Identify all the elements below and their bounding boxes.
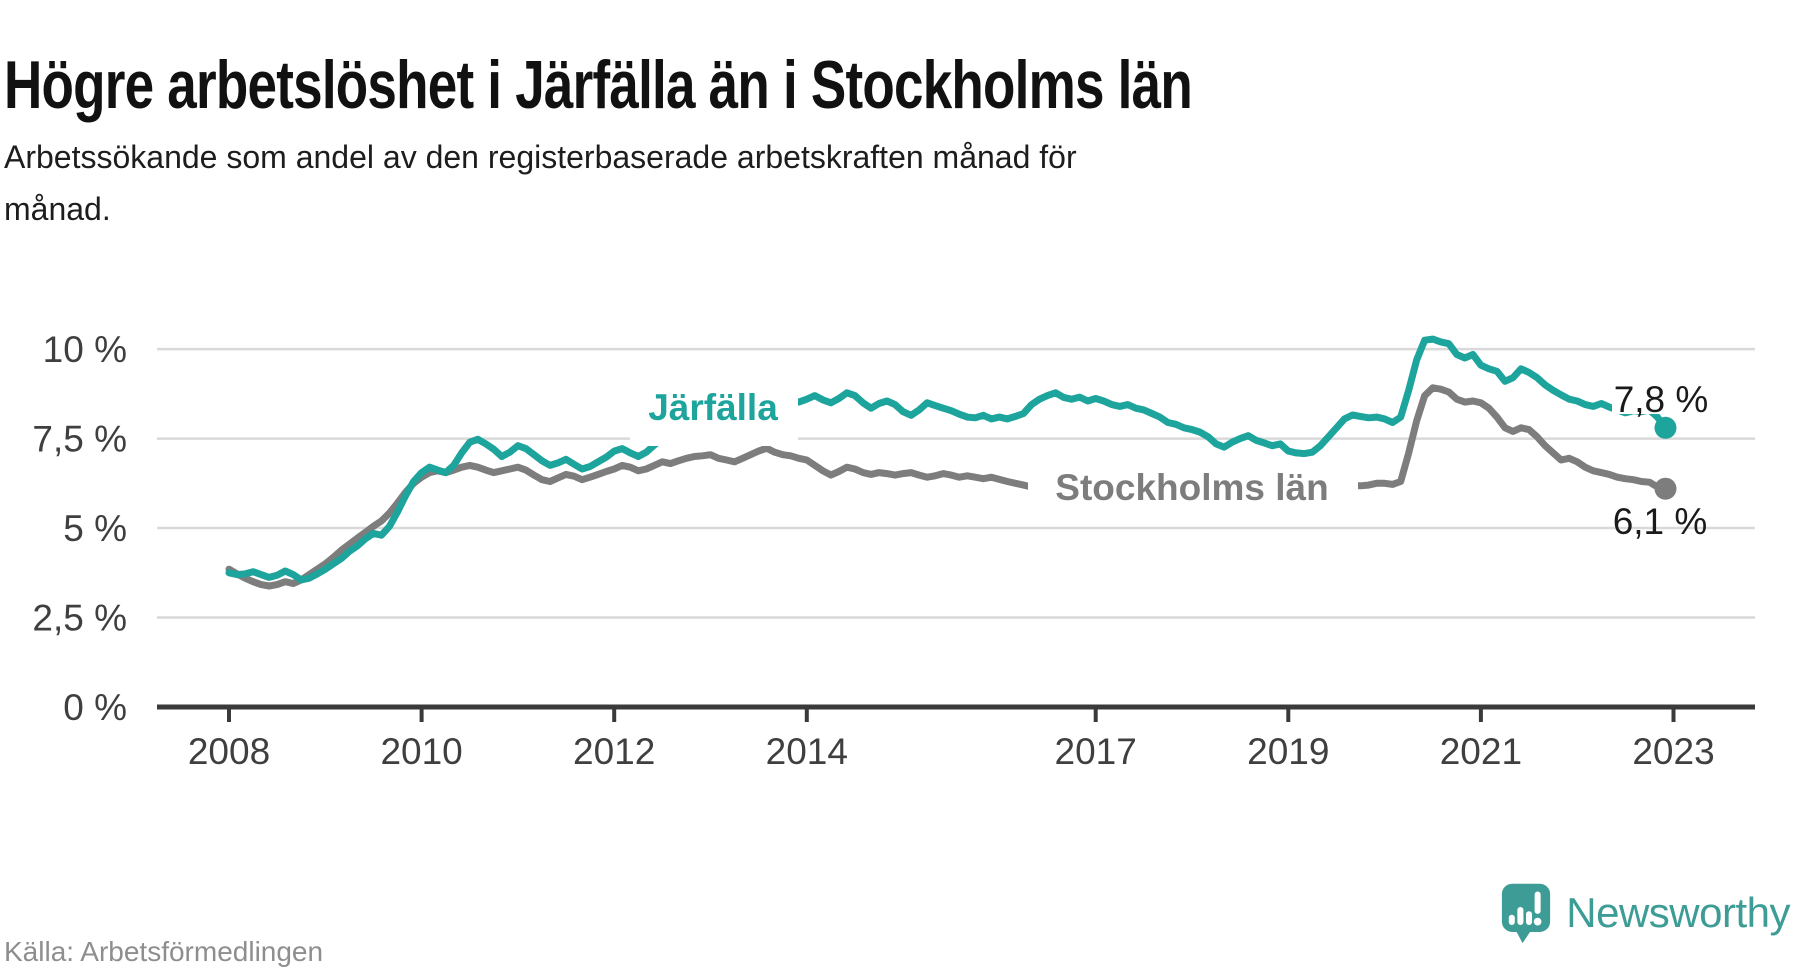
y-tick-label: 2,5 % bbox=[32, 598, 127, 639]
newsworthy-logo-text: Newsworthy bbox=[1566, 889, 1790, 936]
line-stockholms-lan bbox=[225, 384, 1669, 590]
gridlines bbox=[157, 347, 1755, 619]
subtitle-line-1: Arbetssökande som andel av den registerb… bbox=[4, 139, 1077, 175]
y-tick-label: 10 % bbox=[43, 329, 127, 370]
end-value-stockholms-lan: 6,1 % bbox=[1613, 501, 1708, 542]
x-tick-label: 2012 bbox=[573, 731, 655, 772]
x-tick-label: 2021 bbox=[1440, 731, 1522, 772]
series-label-stockholms-lan: Stockholms län bbox=[1028, 460, 1358, 508]
speech-bubble-bar-chart-icon bbox=[1502, 883, 1551, 944]
end-value-label-jarfalla: 7,8 % bbox=[1612, 379, 1710, 420]
x-tick-label: 2017 bbox=[1055, 731, 1137, 772]
end-dot-stockholms-lan bbox=[1654, 477, 1677, 500]
x-tick-label: 2008 bbox=[188, 731, 270, 772]
x-axis-ticks: 2008 2010 2012 2014 2017 2019 2021 2023 bbox=[188, 707, 1715, 772]
chart-subtitle: Arbetssökande som andel av den registerb… bbox=[4, 132, 1077, 236]
series-label-jarfalla: Järfälla bbox=[630, 366, 798, 446]
page-title: Högre arbetslöshet i Järfälla än i Stock… bbox=[4, 46, 1193, 123]
y-tick-label: 7,5 % bbox=[32, 419, 127, 460]
x-tick-label: 2019 bbox=[1247, 731, 1329, 772]
y-tick-label: 5 % bbox=[63, 508, 127, 549]
series-label-jarfalla-text: Järfälla bbox=[648, 387, 778, 428]
label-mask bbox=[630, 366, 798, 446]
y-axis-labels: 10 % 7,5 % 5 % 2,5 % 0 % bbox=[32, 329, 127, 728]
subtitle-line-2: månad. bbox=[4, 190, 111, 227]
newsworthy-logo: Newsworthy bbox=[1500, 882, 1790, 944]
x-tick-label: 2023 bbox=[1632, 731, 1714, 772]
label-mask bbox=[1612, 382, 1710, 414]
x-tick-label: 2010 bbox=[380, 731, 462, 772]
end-dot-jarfalla bbox=[1654, 416, 1677, 439]
unemployment-line-chart: 10 % 7,5 % 5 % 2,5 % 0 % 2008 2010 2012 2014 201… bbox=[32, 329, 1755, 772]
end-value-jarfalla: 7,8 % bbox=[1614, 379, 1709, 420]
source-attribution: Källa: Arbetsförmedlingen bbox=[4, 936, 324, 967]
label-mask bbox=[1028, 460, 1358, 508]
line-jarfalla bbox=[225, 335, 1669, 584]
x-tick-label: 2014 bbox=[766, 731, 848, 772]
series-label-stockholms-lan-text: Stockholms län bbox=[1055, 467, 1328, 508]
y-tick-label: 0 % bbox=[63, 687, 127, 728]
